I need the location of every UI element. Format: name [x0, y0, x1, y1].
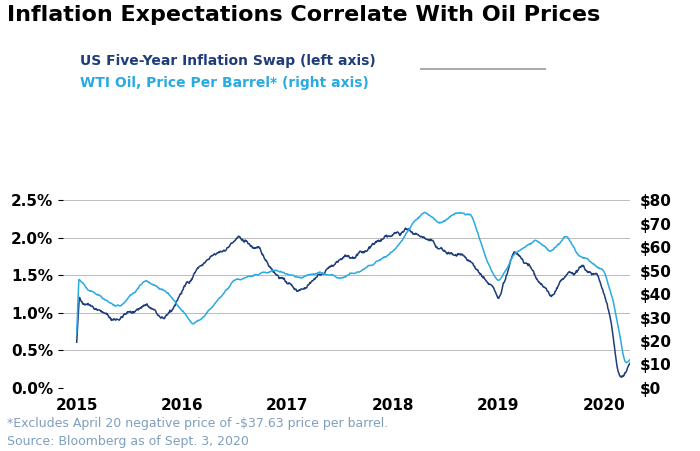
Text: *Excludes April 20 negative price of -$37.63 price per barrel.: *Excludes April 20 negative price of -$3… [7, 417, 388, 430]
Text: Inflation Expectations Correlate With Oil Prices: Inflation Expectations Correlate With Oi… [7, 5, 601, 24]
Text: WTI Oil, Price Per Barrel* (right axis): WTI Oil, Price Per Barrel* (right axis) [80, 76, 370, 90]
Text: US Five-Year Inflation Swap (left axis): US Five-Year Inflation Swap (left axis) [80, 54, 377, 68]
Text: Source: Bloomberg as of Sept. 3, 2020: Source: Bloomberg as of Sept. 3, 2020 [7, 435, 249, 448]
